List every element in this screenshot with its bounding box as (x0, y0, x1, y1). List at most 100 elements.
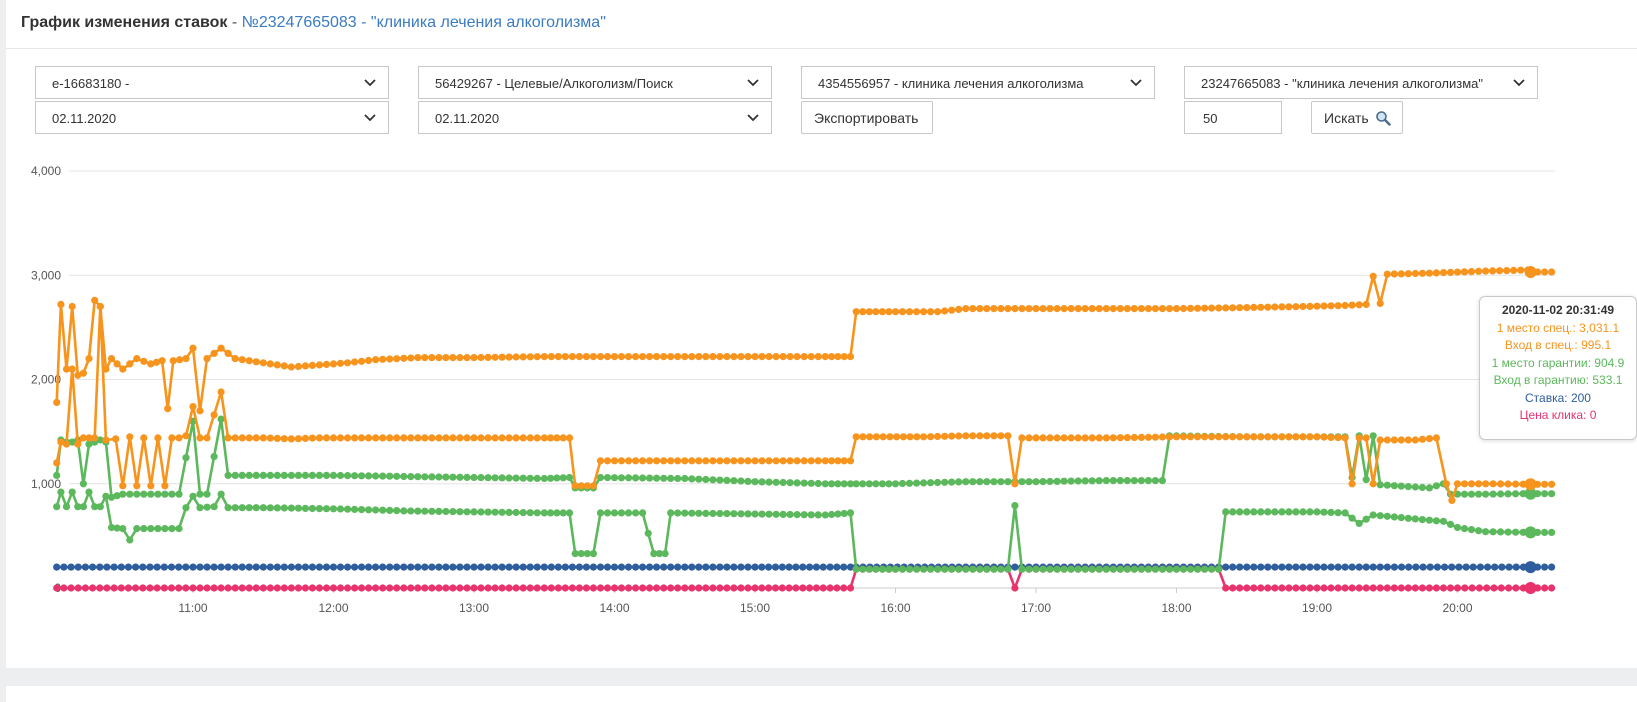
data-point (266, 360, 274, 368)
data-point (79, 503, 87, 511)
account-select[interactable]: e-16683180 - (35, 66, 389, 99)
data-point (667, 509, 675, 517)
data-point (800, 511, 808, 519)
data-point (568, 353, 577, 361)
data-point (1243, 584, 1251, 592)
data-point (196, 563, 204, 571)
data-point (885, 565, 893, 573)
data-point (955, 565, 963, 573)
data-point (139, 584, 147, 592)
bids-chart[interactable]: 01,0002,0003,0004,00011:0012:0013:0014:0… (6, 158, 1637, 618)
data-point (1172, 305, 1181, 313)
data-point (175, 525, 183, 533)
data-point (1165, 305, 1174, 313)
export-button[interactable]: Экспортировать (801, 101, 933, 134)
data-point (1383, 436, 1391, 444)
data-point (834, 480, 842, 488)
data-point (1376, 299, 1384, 307)
data-point (1130, 565, 1138, 573)
date-to-select[interactable]: 02.11.2020 (418, 101, 772, 134)
data-point (1512, 490, 1520, 498)
data-point (709, 476, 717, 484)
data-point (470, 434, 478, 442)
data-point (498, 508, 506, 516)
data-point (751, 353, 759, 361)
data-point (175, 584, 183, 592)
data-point (308, 563, 316, 571)
phrase-link[interactable]: №23247665083 - "клиника лечения алкоголи… (241, 14, 606, 31)
data-point (723, 457, 731, 465)
data-point (695, 584, 703, 592)
data-point (252, 471, 260, 479)
data-point (1348, 514, 1356, 522)
data-point (785, 563, 793, 571)
data-point (1060, 477, 1068, 485)
data-point (1512, 528, 1520, 536)
data-point (407, 507, 415, 515)
data-point (1278, 303, 1286, 311)
data-point (737, 563, 745, 571)
data-point (1081, 477, 1089, 485)
data-point (1144, 433, 1152, 441)
data-point (617, 474, 626, 482)
data-point (1496, 267, 1504, 275)
data-point (1517, 266, 1525, 274)
data-point (1130, 477, 1138, 485)
data-point (1446, 584, 1455, 592)
date-from-select[interactable]: 02.11.2020 (35, 101, 389, 134)
data-point (969, 565, 977, 573)
data-point (1462, 563, 1470, 571)
group-select[interactable]: 4354556957 - клиника лечения алкоголизма (801, 66, 1155, 99)
data-point (1460, 268, 1469, 276)
limit-input[interactable]: 50 (1184, 101, 1282, 134)
data-point (259, 584, 267, 592)
chevron-down-icon (364, 79, 376, 87)
data-point (1229, 433, 1237, 441)
data-point (819, 584, 827, 592)
data-point (920, 479, 928, 487)
data-point (846, 584, 855, 592)
data-point (435, 507, 443, 515)
data-point (351, 563, 359, 571)
data-point (1039, 478, 1047, 486)
data-point (571, 550, 579, 558)
data-point (74, 440, 82, 448)
data-point (1348, 563, 1356, 571)
search-button[interactable]: Искать (1311, 101, 1403, 134)
data-point (681, 509, 689, 517)
data-point (655, 550, 664, 558)
data-point (512, 563, 520, 571)
data-point (1215, 304, 1223, 312)
data-point (393, 355, 401, 363)
data-point (906, 433, 914, 441)
data-point (273, 563, 281, 571)
data-point (653, 457, 661, 465)
data-point (79, 369, 87, 377)
data-point (589, 550, 598, 558)
data-point (674, 509, 682, 517)
data-point (828, 480, 836, 488)
campaign-select[interactable]: 56429267 - Целевые/Алкоголизм/Поиск (418, 66, 772, 99)
data-point (1362, 434, 1370, 442)
data-point (1201, 433, 1209, 441)
data-point (1383, 563, 1391, 571)
data-point (1137, 433, 1145, 441)
data-point (147, 482, 155, 490)
x-tick-label: 17:00 (1021, 601, 1051, 615)
data-point (512, 353, 520, 361)
data-point (435, 473, 443, 481)
data-point (819, 563, 827, 571)
hovered-point (1524, 478, 1537, 491)
spec-first-series-markers (53, 266, 1556, 415)
data-point (238, 434, 246, 442)
data-point (273, 584, 281, 592)
data-point (301, 584, 309, 592)
data-point (351, 505, 359, 513)
phrase-select[interactable]: 23247665083 - "клиника лечения алкоголиз… (1184, 66, 1538, 99)
data-point (449, 584, 457, 592)
data-point (442, 507, 450, 516)
data-point (1418, 435, 1426, 443)
data-point (1011, 563, 1019, 571)
data-point (1455, 563, 1463, 571)
data-point (421, 434, 429, 442)
